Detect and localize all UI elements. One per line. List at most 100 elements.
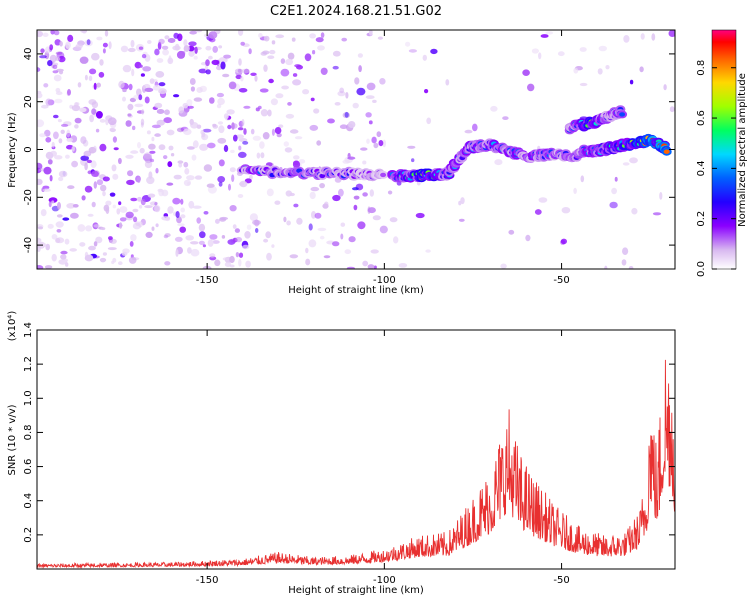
spectral-speckle: [118, 261, 123, 266]
spectral-speckle: [176, 216, 182, 224]
spectral-speckle: [166, 182, 174, 186]
spectral-speckle: [188, 41, 197, 47]
spectral-speckle: [196, 217, 201, 224]
spectral-speckle: [128, 256, 137, 264]
spectral-speckle: [323, 255, 331, 259]
spectral-speckle: [198, 68, 208, 74]
spectral-speckle: [51, 200, 55, 204]
spectral-speckle: [100, 227, 106, 231]
spectral-speckle: [93, 181, 98, 189]
spectral-speckle: [209, 253, 216, 258]
spectral-speckle: [669, 106, 675, 113]
spectral-speckle: [353, 195, 360, 200]
spectral-speckle: [180, 214, 186, 219]
spectral-speckle: [203, 211, 209, 215]
spectral-speckle: [314, 212, 322, 219]
spectral-speckle: [339, 124, 348, 129]
y-tick-label: 0.4: [23, 493, 34, 509]
spectral-speckle: [147, 40, 152, 44]
spectral-speckle: [332, 65, 339, 70]
colorbar-tick-label: 0.2: [696, 211, 707, 227]
spectral-speckle: [74, 117, 82, 124]
spectral-speckle: [58, 70, 64, 75]
x-tick-label: -150: [196, 575, 219, 586]
colorbar-tick-label: 0.4: [696, 160, 707, 176]
spectral-speckle: [622, 247, 629, 255]
spectral-speckle: [127, 103, 134, 111]
spectral-speckle: [270, 98, 278, 106]
spectral-speckle: [178, 106, 184, 114]
spectral-speckle: [47, 60, 53, 67]
spectral-speckle: [309, 191, 316, 200]
ridge-core: [663, 149, 670, 154]
spectral-speckle: [151, 124, 161, 129]
spectral-speckle: [70, 212, 79, 219]
x-tick-label: -100: [373, 275, 396, 286]
spectral-speckle: [212, 123, 217, 127]
spectral-speckle: [149, 78, 155, 84]
spectral-speckle: [42, 188, 51, 192]
spectral-speckle: [108, 117, 117, 126]
y-tick-label: -40: [23, 237, 34, 253]
spectral-speckle: [199, 231, 206, 239]
spectral-speckle: [174, 43, 180, 51]
spectral-speckle: [337, 91, 346, 97]
spectral-speckle: [137, 142, 141, 149]
spectral-speckle: [278, 124, 284, 128]
spectral-speckle: [352, 102, 359, 109]
spectral-speckle: [274, 200, 281, 205]
spectral-speckle: [119, 222, 123, 229]
spectral-speckle: [189, 78, 196, 85]
spectral-speckle: [293, 155, 300, 160]
spectral-speckle: [494, 159, 503, 166]
spectral-speckle: [58, 170, 68, 178]
spectral-speckle: [130, 39, 135, 48]
spectral-speckle: [51, 141, 55, 148]
spectral-speckle: [263, 35, 270, 42]
snr-y-ticks: 0.2 0.4 0.6 0.8 1.0 1.2 1.4: [23, 322, 675, 543]
spectral-speckle: [164, 109, 170, 115]
spectral-speckle: [61, 123, 69, 127]
spectral-speckle: [143, 152, 152, 159]
spectral-speckle: [45, 137, 52, 143]
spectral-speckle: [373, 265, 377, 269]
spectral-speckle: [246, 224, 252, 230]
y-tick-label: 1.4: [23, 322, 34, 338]
spectral-speckle: [199, 143, 209, 151]
colorbar: 0.0 0.2 0.4 0.6 0.8 Normalized spectral ampl…: [696, 29, 748, 277]
spectral-speckle: [72, 204, 79, 208]
spectral-speckle: [163, 155, 168, 160]
spectral-speckle: [339, 87, 345, 94]
spectral-speckle: [218, 45, 223, 49]
spectral-speckle: [308, 223, 313, 231]
spectral-speckle: [55, 237, 65, 244]
spectral-speckle: [104, 30, 109, 37]
spectral-speckle: [458, 200, 462, 206]
x-tick-label: -50: [553, 575, 569, 586]
spectral-speckle: [344, 249, 352, 255]
spectral-speckle: [95, 111, 103, 119]
spectral-speckle: [129, 241, 134, 247]
spectral-speckle: [252, 135, 262, 141]
spectral-speckle: [146, 176, 155, 185]
spectral-speckle: [240, 75, 244, 82]
spectral-speckle: [332, 50, 341, 57]
spectral-speckle: [228, 81, 237, 90]
spectral-speckle: [146, 130, 151, 135]
spectral-speckle: [39, 55, 47, 59]
spectral-speckle: [426, 117, 432, 125]
spectral-speckle: [65, 41, 71, 49]
spectral-speckle: [80, 155, 89, 161]
spectral-speckle: [136, 196, 142, 202]
spectral-speckle: [629, 79, 634, 85]
spectral-speckle: [154, 48, 160, 56]
spectral-speckle: [56, 229, 62, 233]
spectral-speckle: [95, 236, 103, 244]
spectral-speckle: [305, 247, 309, 254]
colorbar-gradient: [711, 29, 737, 270]
spectral-speckle: [64, 238, 70, 245]
spectral-speckle: [369, 189, 374, 197]
spectral-speckle: [317, 45, 325, 51]
spectral-speckle: [256, 152, 261, 159]
spectral-speckle: [125, 211, 134, 219]
